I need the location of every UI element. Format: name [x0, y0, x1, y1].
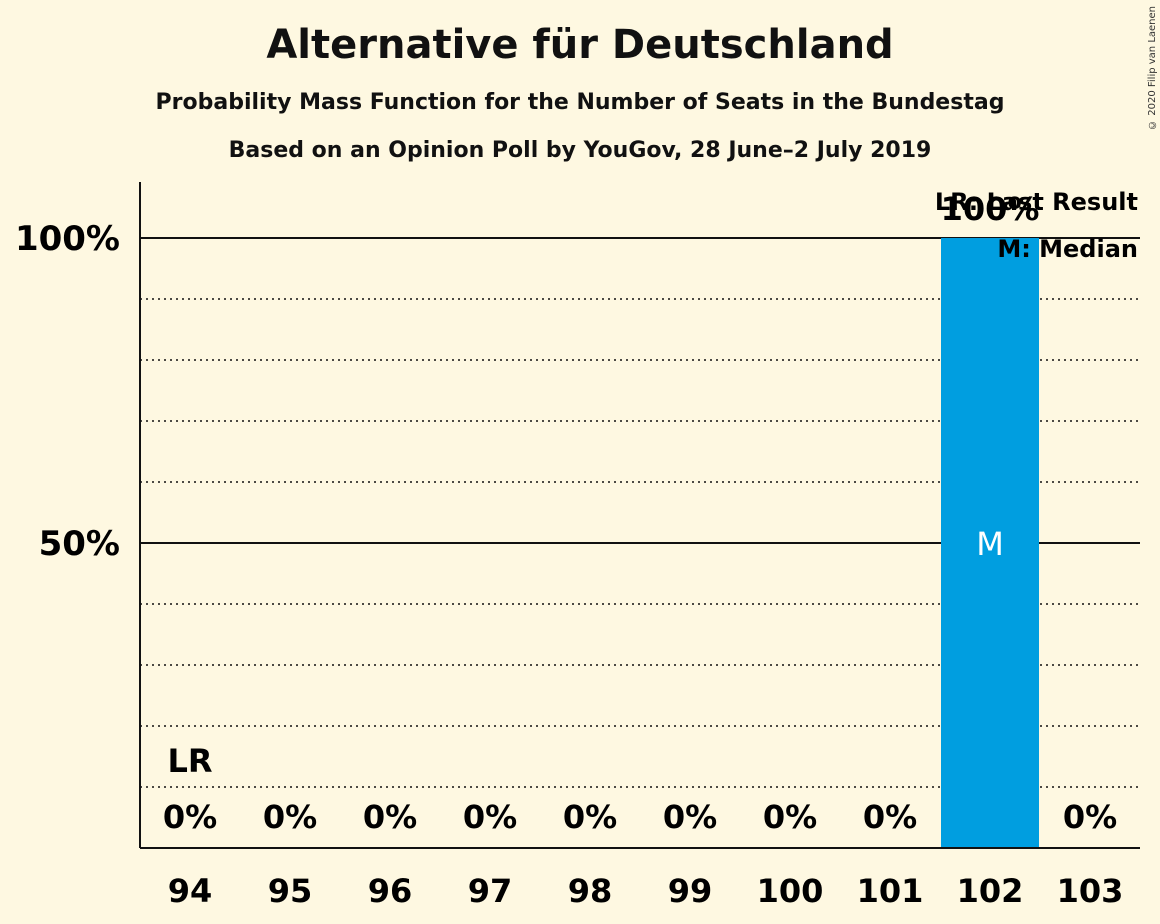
chart-subtitle: Probability Mass Function for the Number…	[155, 90, 1005, 115]
x-tick-label: 94	[168, 872, 213, 910]
chart-title: Alternative für Deutschland	[266, 22, 894, 68]
x-tick-label: 100	[757, 872, 824, 910]
x-tick-label: 99	[668, 872, 713, 910]
x-tick-label: 97	[468, 872, 513, 910]
labels: 50% 100% 94 0% 95 0% 96 0% 97 0% 98 0% 99 0% 100 0% 101 0…	[15, 190, 1123, 910]
bars	[941, 238, 1039, 848]
data-label: 0%	[263, 798, 317, 836]
x-tick-label: 98	[568, 872, 613, 910]
y-tick-label: 50%	[39, 524, 120, 564]
data-label: 0%	[463, 798, 517, 836]
median-marker: M	[976, 525, 1004, 563]
data-label: 0%	[663, 798, 717, 836]
x-tick-label: 101	[857, 872, 924, 910]
data-label: 0%	[863, 798, 917, 836]
legend-median: M: Median	[997, 235, 1138, 263]
legend-last-result: LR: Last Result	[935, 188, 1138, 216]
x-tick-label: 96	[368, 872, 413, 910]
data-label: 100%	[941, 190, 1040, 228]
data-label: 0%	[363, 798, 417, 836]
axes	[139, 182, 1140, 849]
chart-source-note: Based on an Opinion Poll by YouGov, 28 J…	[228, 138, 932, 163]
data-label: 0%	[763, 798, 817, 836]
data-label: 0%	[1063, 798, 1117, 836]
data-label: 0%	[563, 798, 617, 836]
x-tick-label: 95	[268, 872, 313, 910]
x-tick-label: 102	[957, 872, 1024, 910]
y-tick-label: 100%	[15, 219, 120, 259]
x-tick-label: 103	[1057, 872, 1124, 910]
last-result-marker: LR	[167, 742, 212, 780]
data-label: 0%	[163, 798, 217, 836]
bar	[941, 238, 1039, 848]
